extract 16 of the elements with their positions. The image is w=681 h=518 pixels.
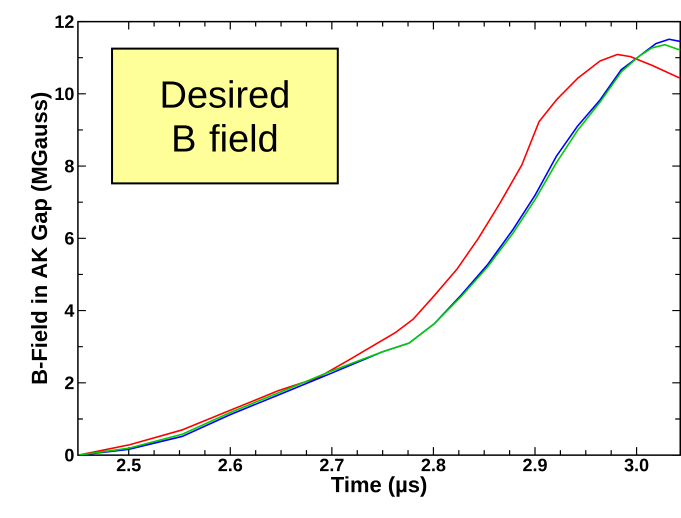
annotation: Desired B field [162,80,288,152]
x-tick-label: 2.7 [320,458,344,471]
x-axis-title: Time (µs) [331,476,426,497]
y-tick-label: 12 [56,15,74,28]
y-tick-label: 10 [56,87,74,100]
x-tick-label: 3.0 [624,458,648,472]
y-tick-label: 2 [65,376,74,389]
x-tick-label: 2.9 [523,458,547,472]
x-tick-label: 2.6 [218,458,242,472]
x-tick-label: 2.8 [422,458,446,472]
y-tick-label: 0 [65,448,74,462]
y-tick-label: 8 [64,160,74,172]
x-tick-label: 2.5 [116,458,141,472]
y-axis-title: B-Field in AK Gap (MGauss) [31,92,52,384]
y-tick-label: 6 [65,232,74,244]
y-tick-label: 4 [64,304,74,317]
